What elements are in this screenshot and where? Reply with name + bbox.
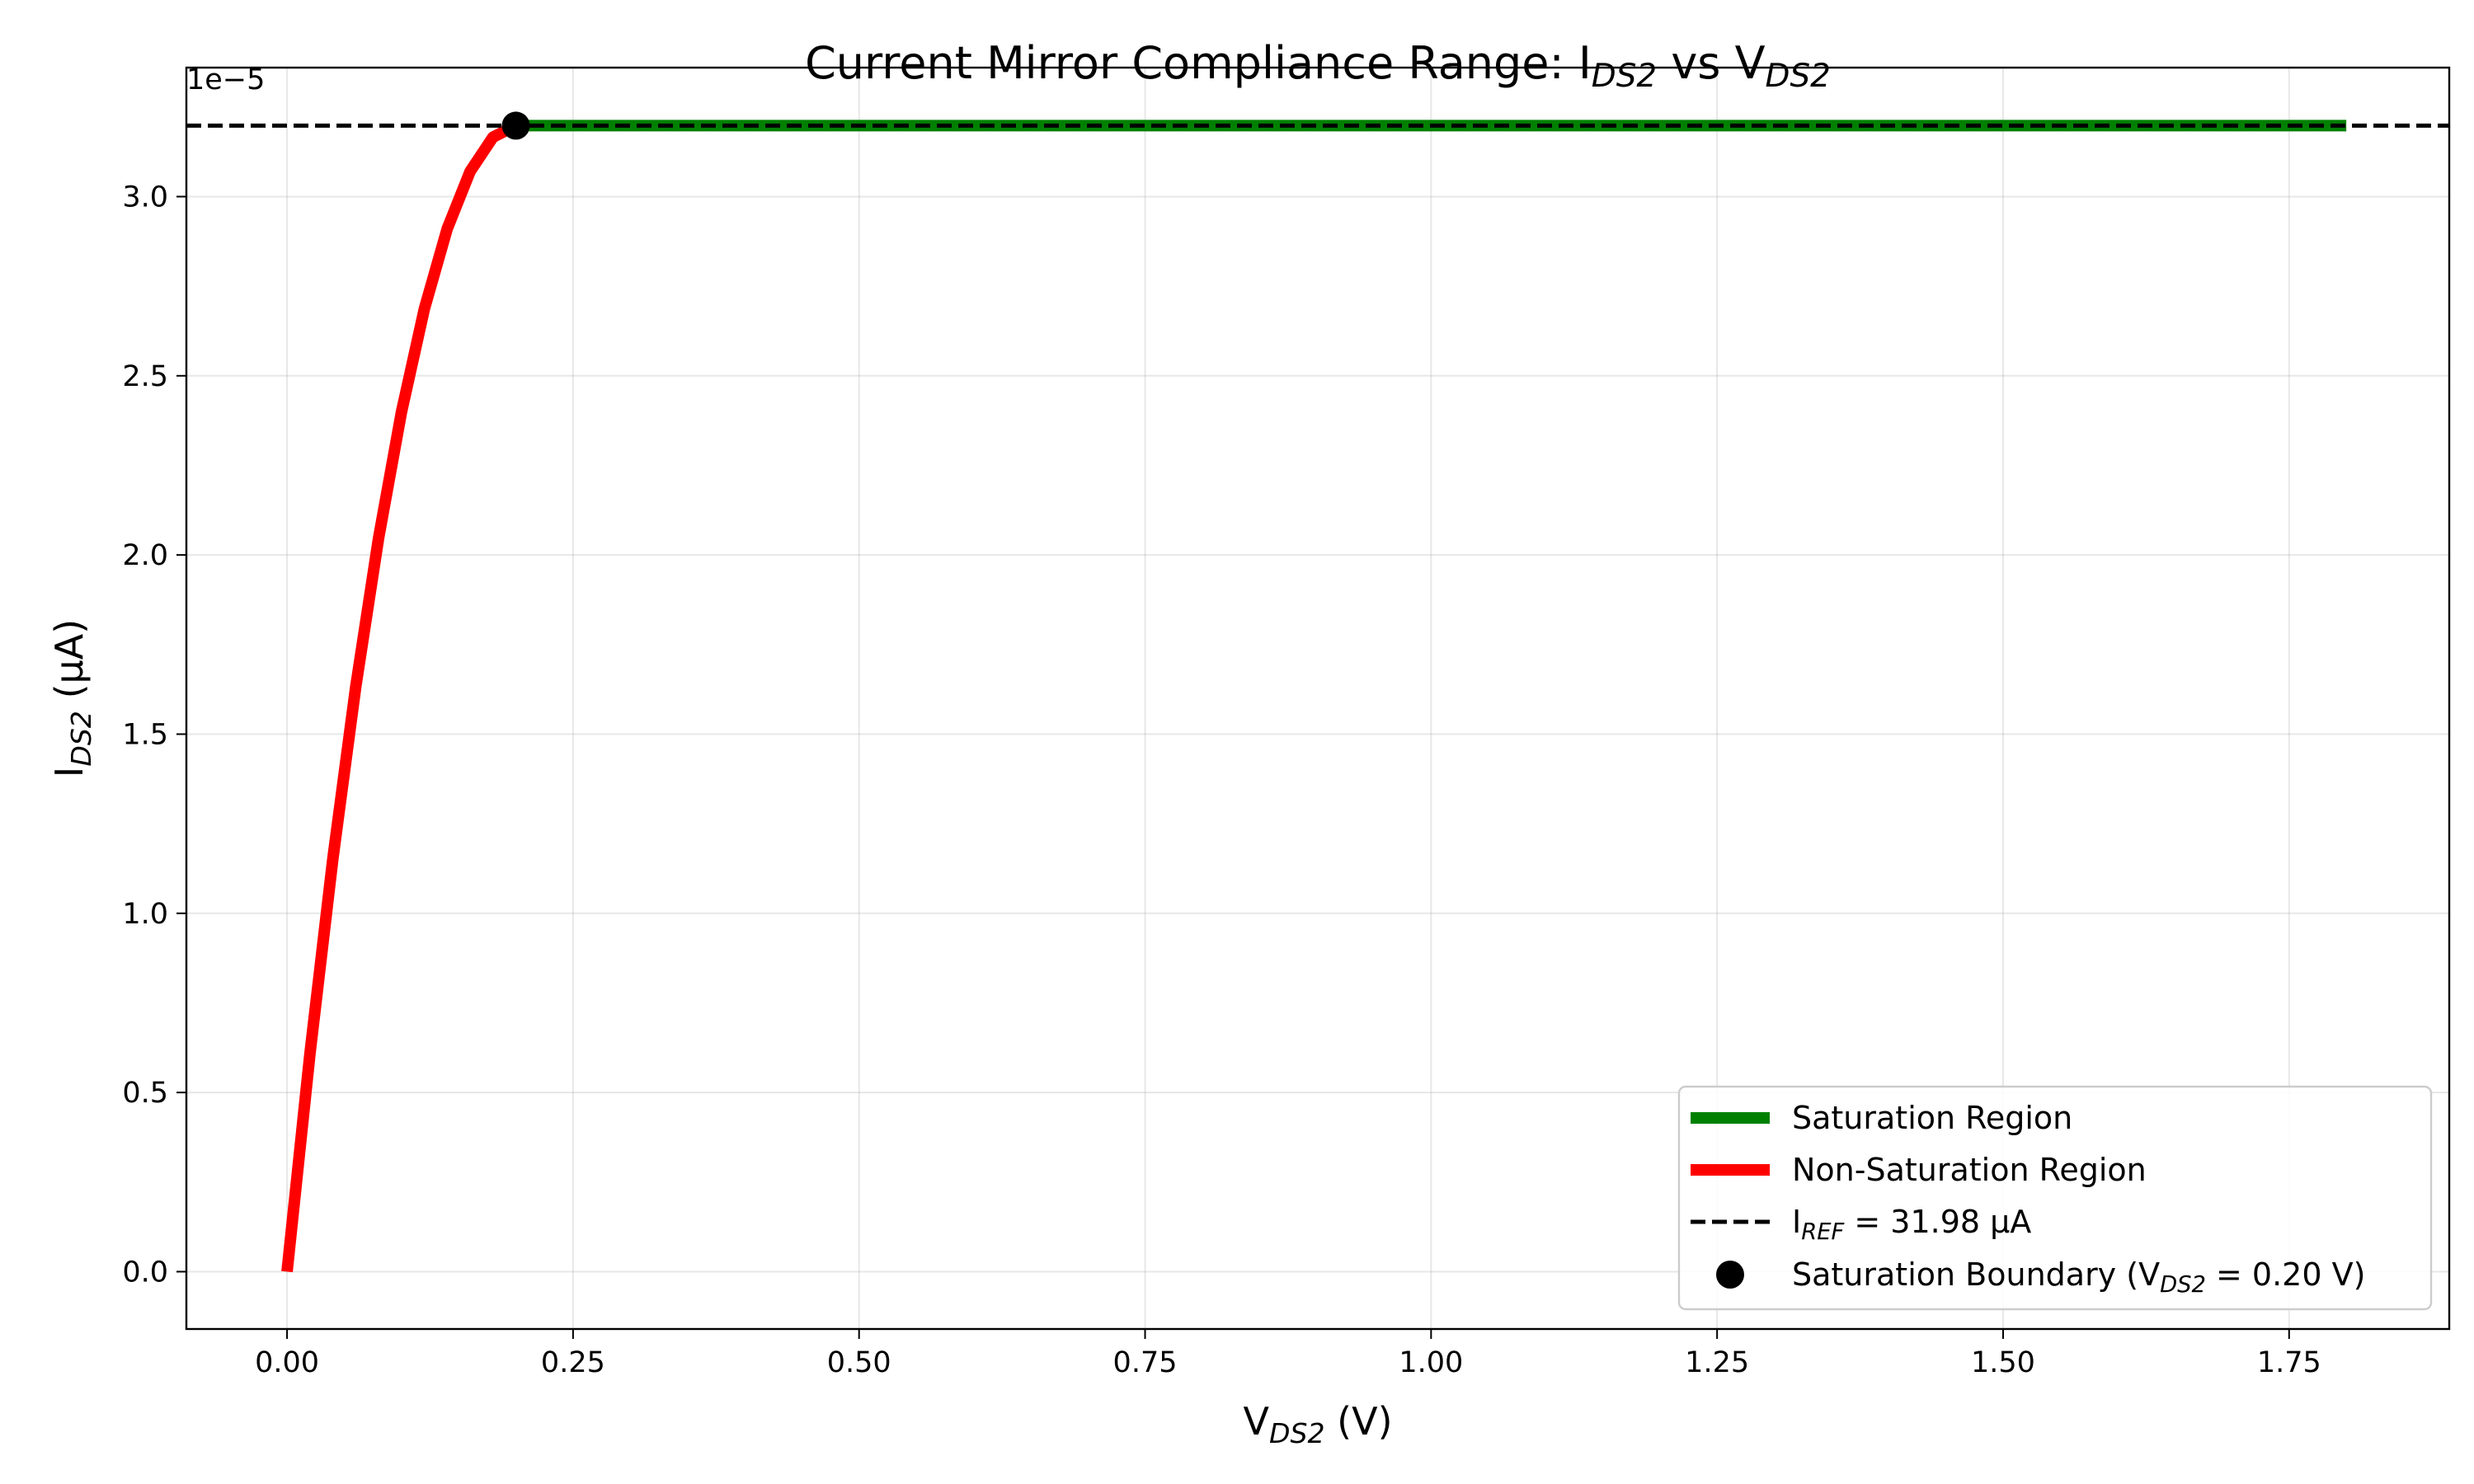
- y-tick-label: 0.5: [122, 1077, 168, 1110]
- y-label-suffix: (µA): [47, 619, 92, 711]
- plot-frame: [185, 66, 2451, 1331]
- x-label-sub: DS2: [1269, 1417, 1325, 1449]
- y-tick-label: 1.5: [122, 718, 168, 751]
- boundary-label-suffix: = 0.20 V): [2206, 1256, 2366, 1293]
- iref-label-sub: REF: [1801, 1219, 1845, 1245]
- y-axis-label: IDS2 (µA): [47, 619, 97, 777]
- y-label-sub: DS2: [65, 711, 97, 767]
- title-sub1: DS2: [1592, 58, 1657, 95]
- x-tick-label: 0.50: [827, 1346, 891, 1379]
- x-tick-label: 1.25: [1685, 1346, 1749, 1379]
- y-label-main: I: [47, 767, 92, 778]
- iref-label-main: I: [1792, 1204, 1801, 1240]
- series-line-non-saturation: [281, 120, 519, 1273]
- x-axis-ticks: 0.00 0.25 0.50 0.75 1.00 1.25 1.50 1.75: [255, 1329, 2321, 1379]
- y-axis-offset-text: 1e−5: [186, 63, 265, 96]
- x-tick-label: 0.25: [541, 1346, 605, 1379]
- legend-box: [1677, 1085, 2433, 1311]
- title-mid: vs V: [1657, 37, 1765, 89]
- x-tick-label: 1.50: [1971, 1346, 2035, 1379]
- y-tick-label: 2.0: [122, 539, 168, 572]
- x-tick-label: 0.75: [1113, 1346, 1178, 1379]
- x-tick-label: 1.75: [2257, 1346, 2321, 1379]
- y-tick-label: 1.0: [122, 898, 168, 931]
- x-tick-label: 0.00: [255, 1346, 319, 1379]
- legend-label-boundary: Saturation Boundary (VDS2 = 0.20 V): [1792, 1256, 2365, 1298]
- x-label-suffix: (V): [1325, 1399, 1393, 1444]
- legend-label-non-saturation: Non-Saturation Region: [1792, 1152, 2147, 1188]
- legend-label-iref: IREF = 31.98 µA: [1792, 1204, 2031, 1245]
- boundary-label-sub: DS2: [2160, 1272, 2206, 1298]
- boundary-label-main: Saturation Boundary (V: [1792, 1256, 2160, 1293]
- x-tick-label: 1.00: [1399, 1346, 1463, 1379]
- iref-label-suffix: = 31.98 µA: [1844, 1204, 2031, 1240]
- saturation-boundary-point: [501, 111, 530, 140]
- y-tick-label: 3.0: [122, 181, 168, 214]
- y-tick-label: 0.0: [122, 1256, 168, 1289]
- legend-label-saturation: Saturation Region: [1792, 1100, 2072, 1136]
- title-prefix: Current Mirror Compliance Range: I: [805, 37, 1592, 89]
- x-label-main: V: [1243, 1399, 1269, 1444]
- y-axis-ticks: 0.0 0.5 1.0 1.5 2.0 2.5 3.0: [122, 181, 186, 1289]
- chart-title: Current Mirror Compliance Range: IDS2 vs…: [805, 37, 1831, 95]
- legend-marker-boundary: [1716, 1261, 1744, 1289]
- title-sub2: DS2: [1766, 58, 1831, 95]
- x-axis-label: VDS2 (V): [1243, 1399, 1392, 1449]
- y-tick-label: 2.5: [122, 360, 168, 393]
- legend: Saturation Region Non-Saturation Region …: [1677, 1085, 2433, 1311]
- plot-content: [186, 111, 2449, 1273]
